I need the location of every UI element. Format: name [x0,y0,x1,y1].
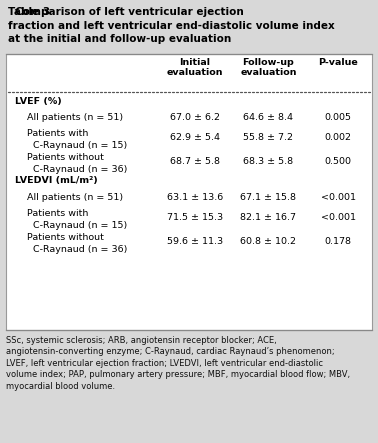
Text: Patients with: Patients with [27,128,88,137]
Text: 0.500: 0.500 [325,156,352,166]
Text: C-Raynaud (n = 36): C-Raynaud (n = 36) [27,164,127,174]
Text: All patients (n = 51): All patients (n = 51) [27,193,123,202]
Text: <0.001: <0.001 [321,193,356,202]
Text: Patients without: Patients without [27,152,104,162]
Text: 82.1 ± 16.7: 82.1 ± 16.7 [240,213,296,222]
Text: Follow-up
evaluation: Follow-up evaluation [240,58,297,77]
Text: 68.3 ± 5.8: 68.3 ± 5.8 [243,156,293,166]
Text: 62.9 ± 5.4: 62.9 ± 5.4 [170,132,220,141]
Text: fraction and left ventricular end-diastolic volume index: fraction and left ventricular end-diasto… [8,20,335,31]
Text: SSc, systemic sclerosis; ARB, angiotensin receptor blocker; ACE,
angiotensin-con: SSc, systemic sclerosis; ARB, angiotensi… [6,336,350,391]
Bar [6,54,372,330]
Text: 0.002: 0.002 [325,132,352,141]
Text: LVEF (%): LVEF (%) [15,97,62,105]
Text: LVEDVI (mL/m²): LVEDVI (mL/m²) [15,176,98,186]
Text: 67.0 ± 6.2: 67.0 ± 6.2 [170,113,220,121]
Text: Initial
evaluation: Initial evaluation [166,58,223,77]
Text: C-Raynaud (n = 15): C-Raynaud (n = 15) [27,140,127,149]
Text: P-value: P-value [318,58,358,66]
Text: Patients with: Patients with [27,209,88,218]
Text: Patients without: Patients without [27,233,104,241]
Text: 0.178: 0.178 [325,237,352,245]
Text: 63.1 ± 13.6: 63.1 ± 13.6 [167,193,223,202]
Text: 55.8 ± 7.2: 55.8 ± 7.2 [243,132,293,141]
Text: 59.6 ± 11.3: 59.6 ± 11.3 [167,237,223,245]
Text: 71.5 ± 15.3: 71.5 ± 15.3 [167,213,223,222]
Text: All patients (n = 51): All patients (n = 51) [27,113,123,121]
Text: C-Raynaud (n = 36): C-Raynaud (n = 36) [27,245,127,253]
Text: C-Raynaud (n = 15): C-Raynaud (n = 15) [27,221,127,229]
Text: Comparison of left ventricular ejection: Comparison of left ventricular ejection [8,7,244,17]
Text: 0.005: 0.005 [325,113,352,121]
Text: at the initial and follow-up evaluation: at the initial and follow-up evaluation [8,34,231,44]
Text: 67.1 ± 15.8: 67.1 ± 15.8 [240,193,296,202]
Text: 68.7 ± 5.8: 68.7 ± 5.8 [170,156,220,166]
Text: <0.001: <0.001 [321,213,356,222]
Text: 60.8 ± 10.2: 60.8 ± 10.2 [240,237,296,245]
Text: 64.6 ± 8.4: 64.6 ± 8.4 [243,113,293,121]
Text: Table 3: Table 3 [8,7,50,17]
